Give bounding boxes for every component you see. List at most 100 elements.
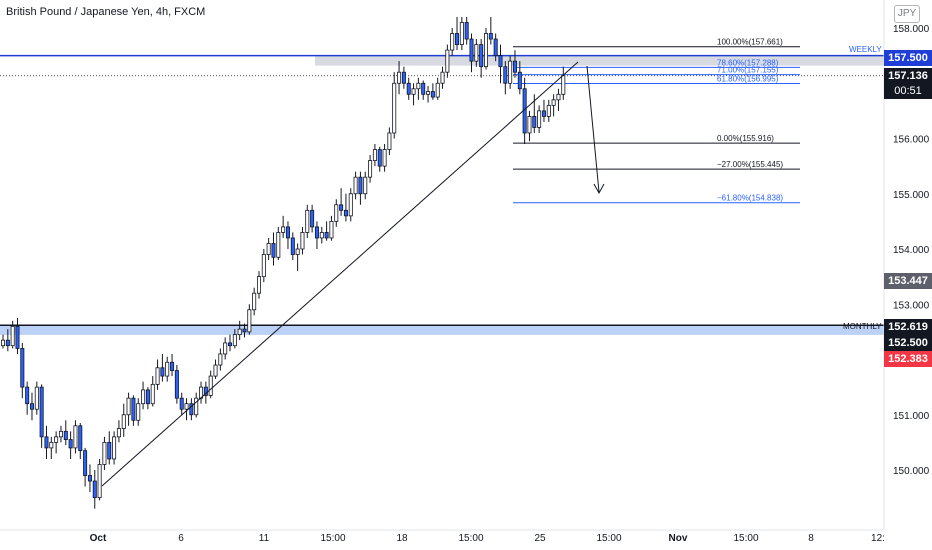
candle-body [300,232,305,250]
x-tick-label: 11 [259,533,270,544]
candle-body [285,226,290,239]
candle-body [556,93,561,101]
candle-body [305,209,310,233]
candle-body [493,38,498,57]
candle-body [343,209,348,217]
currency-badge[interactable]: JPY [894,5,920,23]
x-tick-label: 25 [534,533,546,544]
candle-body [58,430,63,438]
candle-body [561,75,566,95]
candle-body [266,243,271,255]
candle-body [54,436,59,443]
fib-level-label: 0.00%(155.916) [717,134,774,143]
candle-body [329,220,334,239]
candle-body [34,386,39,410]
candle-body [174,370,179,399]
candle-body [276,232,281,258]
candle-body [15,325,20,349]
candle-body [416,82,421,90]
candle-body [411,88,416,95]
candle-body [242,328,247,333]
candle-body [5,339,10,347]
candle-body [387,132,392,150]
candle-body [377,149,382,167]
candle-body [353,176,358,195]
candle-body [237,328,242,336]
candle-body [0,339,6,347]
candle-body [474,44,479,62]
candle-body [256,276,261,294]
x-tick-label: 6 [178,533,184,544]
y-tick-label: 155.000 [893,190,930,201]
candle-body [213,364,218,377]
candle-body [141,389,146,405]
fib-level-label: 61.80%(156.995) [717,75,779,84]
candle-body [63,430,68,441]
candle-body [546,104,551,117]
candle-body [25,386,30,405]
candle-body [112,436,117,460]
candle-body [136,403,141,421]
x-tick-label: 8 [808,533,814,544]
candle-body [401,71,406,84]
candle-body [512,60,517,73]
projection-arrow[interactable] [586,65,600,193]
candle-body [397,71,402,84]
candle-body [498,55,503,68]
candle-body [97,464,102,499]
candle-body [208,375,213,396]
monthly-zone-label: MONTHLY [843,322,882,331]
arrow-head [593,183,605,195]
candle-body [532,116,537,128]
x-tick-label: 18 [396,533,408,544]
candle-body [368,160,373,178]
candle-body [290,237,295,255]
candle-body [281,226,286,233]
candle-body [107,441,112,460]
candle-body [126,397,131,416]
candle-body [459,22,464,45]
fib-level-label: 78.60%(157.288) [717,58,779,67]
candle-body [20,348,25,388]
candle-body [228,342,233,347]
candle-body [358,176,363,195]
candle-body [261,254,266,278]
candle-body [363,176,368,195]
candle-body [488,33,493,40]
candle-body [87,475,92,482]
candle-body [339,204,344,211]
candle-body [131,397,136,421]
candle-body [319,232,324,239]
candle-body [49,441,54,449]
candle-body [44,436,49,449]
candle-body [160,367,165,377]
symbol-title[interactable]: British Pound / Japanese Yen, 4h, FXCM [6,6,206,18]
candle-body [421,82,426,95]
trendline[interactable] [101,61,579,487]
candle-body [426,91,431,95]
candle-body [537,110,542,128]
candle-body [150,383,155,405]
countdown-label: 00:51 [884,83,932,99]
current-price-label: 157.136 [884,68,932,84]
candle-body [314,226,319,239]
candle-body [348,193,353,217]
candle-body [503,66,508,84]
candle-body [83,450,88,476]
monthly-high-label: 152.619 [884,319,932,335]
candle-body [218,353,223,366]
fib-level-label: −27.00%(155.445) [717,160,783,169]
y-tick-label: 151.000 [893,411,930,422]
candle-body [92,480,97,499]
candle-body [271,243,276,258]
y-tick-label: 153.000 [893,300,930,311]
candle-body [179,397,184,410]
candle-body [68,439,73,449]
monthly-zone [0,325,884,335]
monthly-low-label: 152.500 [884,335,932,351]
x-tick-label: 15:00 [320,533,345,544]
fib-level-label: −61.80%(154.838) [717,194,783,203]
candle-body [483,33,488,68]
fib-level-label: 100.00%(157.661) [717,38,783,47]
